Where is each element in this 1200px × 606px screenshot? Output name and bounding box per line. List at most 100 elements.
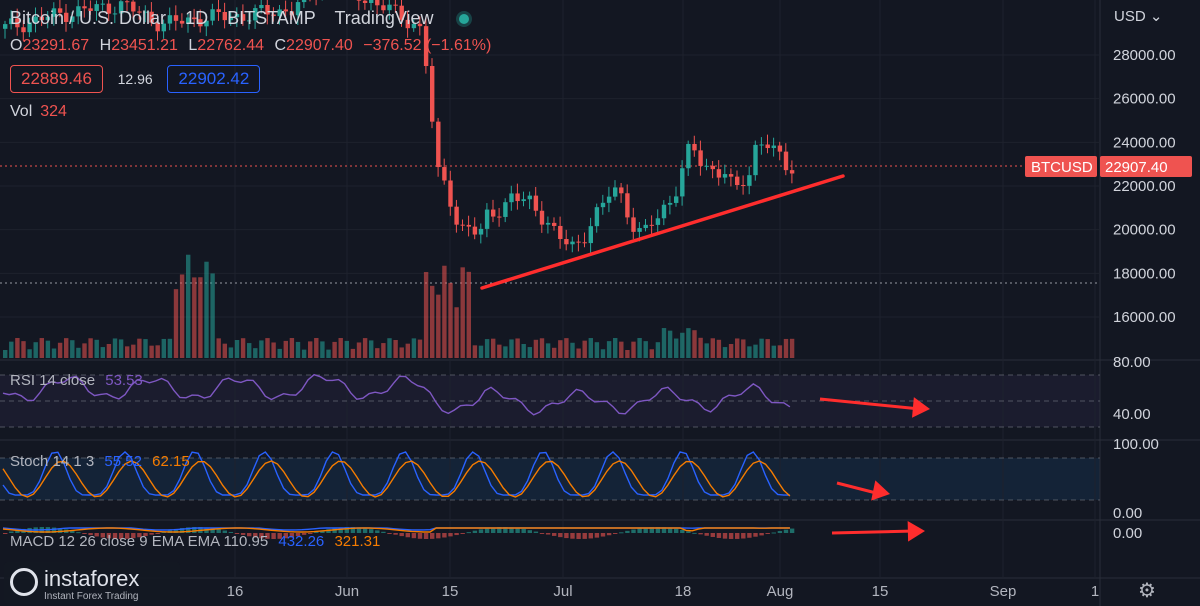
volume-bar bbox=[674, 338, 679, 358]
macd-histogram-bar bbox=[466, 532, 471, 534]
gear-icon[interactable]: ⚙ bbox=[1138, 580, 1156, 602]
time-tick-label: 16 bbox=[227, 583, 244, 600]
market-status-icon[interactable] bbox=[458, 14, 469, 25]
macd-histogram-bar bbox=[332, 528, 337, 533]
candle-body bbox=[198, 19, 203, 27]
currency-selector[interactable]: USD ⌄ bbox=[1114, 7, 1162, 25]
macd-histogram-bar bbox=[484, 528, 490, 533]
volume-bar bbox=[588, 338, 593, 358]
macd-hist-value: 110.95 bbox=[223, 533, 269, 550]
time-tick-label: 1 bbox=[1091, 583, 1099, 600]
volume-bar bbox=[112, 338, 118, 358]
logo-icon bbox=[10, 568, 38, 596]
stoch-k-value: 55.52 bbox=[104, 453, 142, 470]
candle-body bbox=[558, 225, 563, 240]
candle-body bbox=[405, 19, 410, 29]
macd-legend[interactable]: MACD 12 26 close 9 EMA EMA 110.95 432.26… bbox=[10, 533, 380, 550]
volume-bar bbox=[27, 349, 32, 358]
macd-histogram-bar bbox=[57, 528, 63, 533]
spread-value: 12.96 bbox=[117, 71, 153, 87]
candle-body bbox=[686, 143, 691, 169]
volume-bar bbox=[137, 338, 142, 358]
macd-histogram-bar bbox=[271, 533, 276, 539]
volume-value: 324 bbox=[40, 103, 67, 120]
candle-body bbox=[88, 8, 93, 11]
volume-legend[interactable]: Vol 324 bbox=[10, 103, 67, 121]
macd-histogram-bar bbox=[137, 533, 142, 538]
candle-body bbox=[15, 18, 20, 28]
macd-histogram-bar bbox=[15, 530, 20, 533]
macd-histogram-bar bbox=[759, 533, 764, 536]
macd-params: 12 26 close 9 EMA EMA bbox=[58, 533, 220, 550]
stoch-label: Stoch bbox=[10, 453, 49, 470]
volume-bar bbox=[76, 347, 81, 358]
candle-body bbox=[771, 145, 776, 149]
volume-bar bbox=[405, 343, 410, 358]
volume-bar bbox=[64, 338, 69, 358]
candle-body bbox=[375, 0, 380, 6]
sell-price-button[interactable]: 22889.46 bbox=[10, 65, 103, 93]
candle-body bbox=[173, 15, 179, 21]
buy-price-button[interactable]: 22902.42 bbox=[167, 65, 261, 93]
time-tick-label: 18 bbox=[675, 583, 692, 600]
candle-body bbox=[667, 202, 673, 205]
macd-histogram-bar bbox=[783, 529, 789, 533]
macd-histogram-bar bbox=[277, 533, 282, 539]
price-tick-label: 26000.00 bbox=[1113, 91, 1176, 108]
volume-bar bbox=[411, 338, 417, 358]
volume-bar bbox=[765, 339, 770, 358]
macd-histogram-bar bbox=[716, 533, 722, 538]
stoch-legend[interactable]: Stoch 14 1 3 55.52 62.15 bbox=[10, 453, 190, 470]
interval-label[interactable]: 1D bbox=[185, 8, 209, 28]
candle-body bbox=[222, 11, 227, 21]
candle-body bbox=[655, 218, 661, 225]
candle-body bbox=[735, 176, 740, 186]
candle-body bbox=[484, 209, 490, 229]
macd-histogram-bar bbox=[606, 533, 612, 536]
macd-histogram-bar bbox=[741, 533, 746, 539]
candle-body bbox=[741, 185, 746, 187]
volume-bar bbox=[783, 338, 789, 358]
stoch-tick-label: 0.00 bbox=[1113, 505, 1142, 522]
candle-body bbox=[759, 144, 764, 146]
macd-histogram-bar bbox=[155, 533, 160, 534]
volume-bar bbox=[259, 340, 264, 358]
candle-body bbox=[594, 207, 600, 227]
candle-body bbox=[301, 0, 307, 3]
time-tick-label: Sep bbox=[990, 583, 1017, 600]
macd-histogram-bar bbox=[777, 531, 783, 533]
macd-histogram-bar bbox=[655, 527, 661, 533]
macd-histogram-bar bbox=[527, 530, 532, 533]
candle-body bbox=[613, 187, 618, 197]
macd-histogram-bar bbox=[143, 533, 148, 537]
volume-bar bbox=[777, 345, 783, 358]
macd-histogram-bar bbox=[192, 527, 197, 533]
volume-bar bbox=[289, 338, 295, 358]
volume-bar bbox=[82, 343, 87, 358]
macd-histogram-bar bbox=[460, 533, 465, 534]
macd-histogram-bar bbox=[216, 529, 221, 533]
volume-bar bbox=[240, 338, 246, 358]
chevron-down-icon: ⌄ bbox=[1149, 8, 1163, 25]
candle-body bbox=[527, 195, 532, 200]
volume-bar bbox=[570, 342, 575, 358]
candle-body bbox=[381, 5, 386, 11]
volume-bar bbox=[387, 338, 392, 358]
macd-histogram-bar bbox=[747, 533, 752, 538]
volume-bar bbox=[741, 339, 746, 358]
volume-bar bbox=[100, 347, 105, 358]
volume-bar bbox=[478, 345, 484, 358]
macd-histogram-bar bbox=[405, 533, 410, 538]
candle-body bbox=[552, 222, 557, 226]
time-tick-label: Jul bbox=[553, 583, 572, 600]
volume-bar bbox=[332, 341, 337, 358]
volume-bar bbox=[430, 285, 435, 358]
price-tick-label: 18000.00 bbox=[1113, 265, 1176, 282]
rsi-legend[interactable]: RSI 14 close 53.53 bbox=[10, 372, 143, 389]
candle-body bbox=[204, 20, 209, 27]
candle-body bbox=[497, 216, 502, 218]
low-value: 22762.44 bbox=[197, 37, 265, 54]
candle-body bbox=[545, 222, 551, 225]
symbol-title[interactable]: Bitcoin / U.S. Dollar bbox=[10, 8, 167, 28]
